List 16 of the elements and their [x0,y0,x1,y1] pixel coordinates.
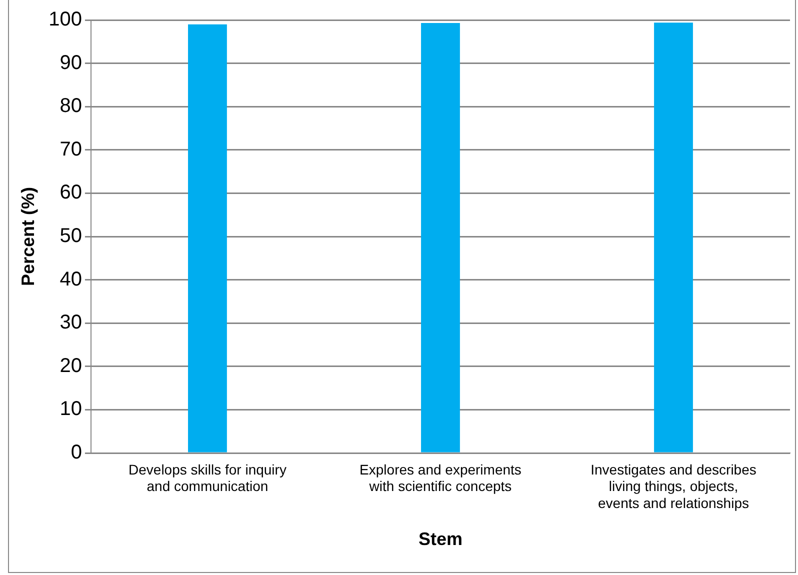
y-tick-label: 70 [60,138,82,160]
x-tick-label: Explores and experiments with scientific concepts [360,461,522,494]
y-tick-label: 20 [60,354,82,377]
y-tick-label: 50 [60,225,82,248]
y-tick-label: 40 [60,268,82,290]
y-tick-label: 100 [48,8,82,31]
y-tick-label: 90 [60,52,82,74]
y-tick-label: 10 [60,398,82,420]
y-tick-label: 80 [60,95,82,118]
y-tick-label: 0 [70,442,82,464]
x-tick-label: Develops skills for inquiry and communication [128,461,286,494]
y-axis-title: Percent (%) [18,186,38,286]
y-tick-label: 30 [60,312,82,334]
x-tick-label: Investigates and describes living things, objects, events and relationships [590,461,756,511]
x-axis-title: Stem [418,529,462,550]
y-tick-label: 60 [60,182,82,204]
